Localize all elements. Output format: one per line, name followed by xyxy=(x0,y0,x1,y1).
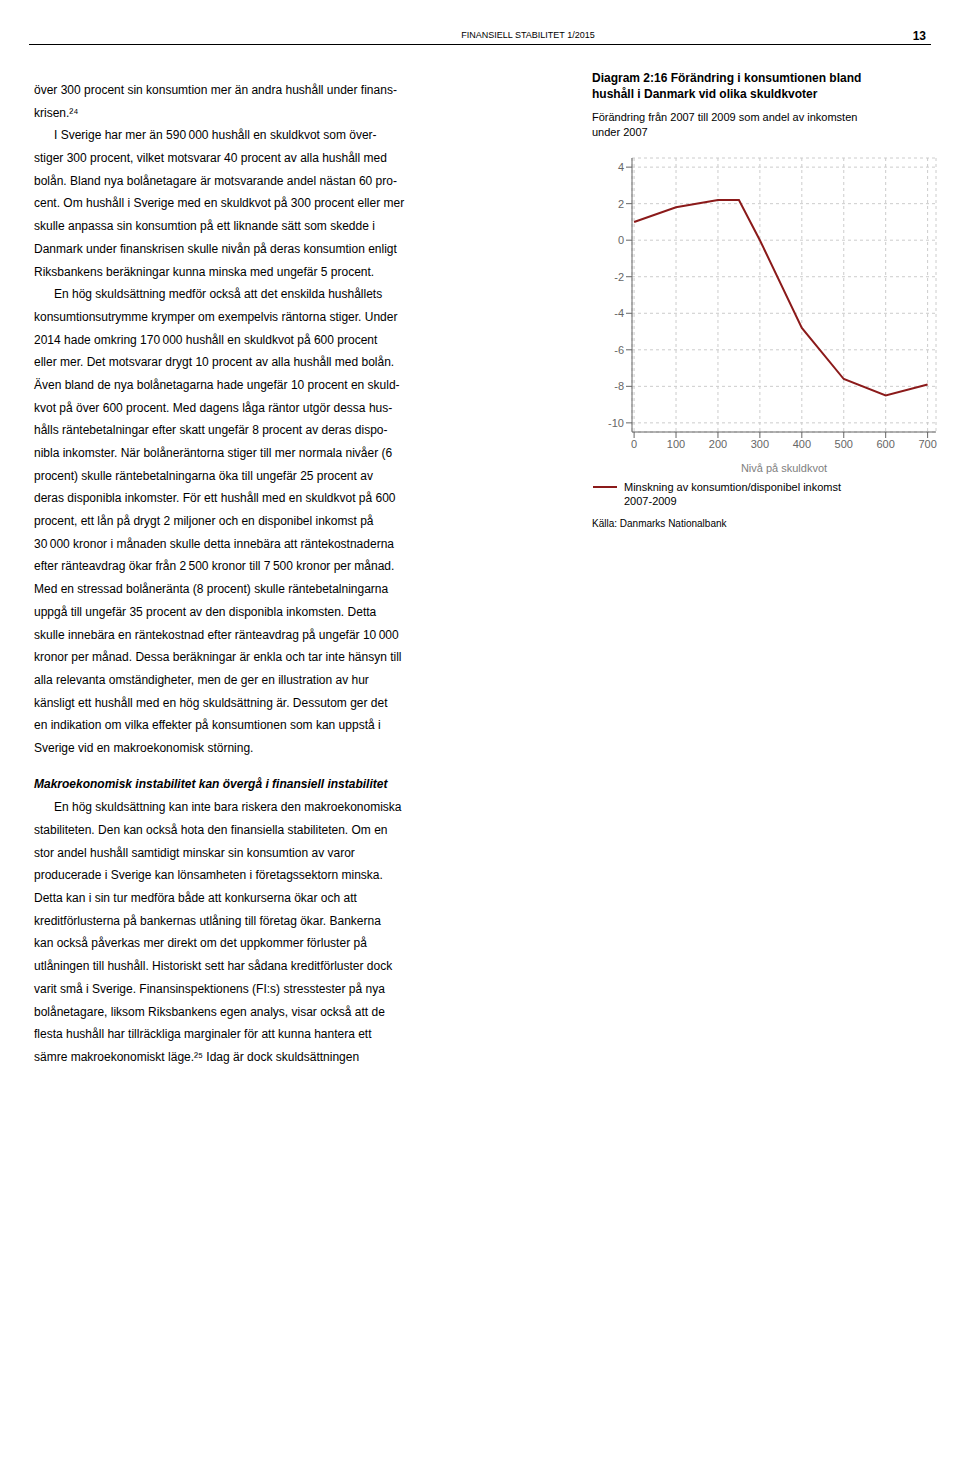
svg-text:600: 600 xyxy=(877,438,895,450)
html-text:bolånetagare, liksom Riksbanke: bolånetagare, liksom Riksbankens egen an… xyxy=(34,1004,385,1019)
html-text:eller mer. Det motsvarar drygt: eller mer. Det motsvarar drygt 10 procen… xyxy=(34,355,395,370)
html-text:över 300 procent sin konsumtio: över 300 procent sin konsumtion mer än a… xyxy=(34,83,397,97)
html-text:En hög skuldsättning medför oc: En hög skuldsättning medför också att de… xyxy=(34,287,383,302)
svg-text:500: 500 xyxy=(835,438,853,450)
svg-text:-10: -10 xyxy=(608,417,624,429)
svg-text:400: 400 xyxy=(793,438,811,450)
html-text:varit små i Sverige. Finansins: varit små i Sverige. Finansinspektionens… xyxy=(34,981,385,996)
svg-text:Nivå på skuldkvot: Nivå på skuldkvot xyxy=(741,462,827,474)
svg-text:-8: -8 xyxy=(614,380,624,392)
html-text:alla relevanta omständigheter,: alla relevanta omständigheter, men de ge… xyxy=(34,672,369,687)
html-text:stor andel hushåll samtidigt m: stor andel hushåll samtidigt minskar sin… xyxy=(34,845,355,860)
html-text:Sverige vid en makroekonomisk: Sverige vid en makroekonomisk störning. xyxy=(34,740,254,755)
svg-text:300: 300 xyxy=(751,438,769,450)
html-text:Minskning av konsumtion/dispon: Minskning av konsumtion/disponibel inkom… xyxy=(624,481,842,507)
html-text:procent, ett lån på drygt 2 mi: procent, ett lån på drygt 2 miljoner och… xyxy=(34,514,374,529)
html-text:en indikation om vilka effekte: en indikation om vilka effekter på konsu… xyxy=(34,718,381,733)
html-text:deras disponibla inkomster. Fö: deras disponibla inkomster. För ett hush… xyxy=(34,491,396,506)
html-text:Riksbankens beräkningar kunna: Riksbankens beräkningar kunna minska med… xyxy=(34,264,375,279)
html-text:Källa: Danmarks Nationalbank: Källa: Danmarks Nationalbank xyxy=(592,518,727,529)
html-text:cent. Om hushåll i Sverige med: cent. Om hushåll i Sverige med en skuldk… xyxy=(34,196,405,211)
html-text:känsligt ett hushåll med en hö: känsligt ett hushåll med en hög skuldsät… xyxy=(34,695,388,710)
svg-text:2: 2 xyxy=(618,198,624,210)
html-text:kronor per månad. Dessa beräkn: kronor per månad. Dessa beräkningar är e… xyxy=(34,650,402,665)
svg-text:0: 0 xyxy=(618,234,624,246)
html-text:skulle anpassa sin konsumtion: skulle anpassa sin konsumtion på ett lik… xyxy=(34,219,375,234)
html-text:I Sverige har mer än 590 000 h: I Sverige har mer än 590 000 hushåll en … xyxy=(34,128,377,143)
html-text:uppgå till ungefär 35 procent: uppgå till ungefär 35 procent av den dis… xyxy=(34,604,377,619)
html-text:En hög skuldsättning kan inte: En hög skuldsättning kan inte bara riske… xyxy=(34,800,402,815)
svg-text:-4: -4 xyxy=(614,307,624,319)
html-text:kan också påverkas mer direkt: kan också påverkas mer direkt om det upp… xyxy=(34,936,367,951)
html-text:producerade i Sverige kan löns: producerade i Sverige kan lönsamheten i … xyxy=(34,868,383,883)
html-text:konsumtionsutrymme krymper om: konsumtionsutrymme krymper om exempelvis… xyxy=(34,309,398,324)
html-text:Detta kan i sin tur medföra bå: Detta kan i sin tur medföra både att kon… xyxy=(34,891,357,906)
svg-text:4: 4 xyxy=(618,161,624,173)
svg-text:-2: -2 xyxy=(614,271,624,283)
html-text:Makroekonomisk instabilitet ka: Makroekonomisk instabilitet kan övergå i… xyxy=(34,776,388,791)
svg-text:200: 200 xyxy=(709,438,727,450)
html-text:Även bland de nya bolånetagarn: Även bland de nya bolånetagarna hade ung… xyxy=(34,377,400,392)
html-text:efter ränteavdrag ökar från 2: efter ränteavdrag ökar från 2 500 kronor… xyxy=(34,559,395,574)
html-text:procent) skulle räntebetalning: procent) skulle räntebetalningarna öka t… xyxy=(34,468,373,483)
html-text:stabiliteten. Den kan också ho: stabiliteten. Den kan också hota den fin… xyxy=(34,823,388,837)
html-text:kvot på över 600 procent. Med: kvot på över 600 procent. Med dagens låg… xyxy=(34,400,393,415)
html-text:utlåningen till hushåll. Histo: utlåningen till hushåll. Historiskt sett… xyxy=(34,959,393,974)
html-text:nibla inkomster. När bolånerän: nibla inkomster. När bolåneräntorna stig… xyxy=(34,446,393,460)
svg-text:700: 700 xyxy=(918,438,936,450)
html-text:kreditförlusterna på bankernas: kreditförlusterna på bankernas utlåning … xyxy=(34,913,381,928)
html-text:Danmark under finanskrisen sku: Danmark under finanskrisen skulle nivån … xyxy=(34,241,397,256)
html-text:2014 hade omkring 170 000 hush: 2014 hade omkring 170 000 hushåll en sku… xyxy=(34,332,378,347)
html-text:sämre makroekonomiskt läge.²⁵: sämre makroekonomiskt läge.²⁵ Idag är do… xyxy=(34,1049,360,1064)
svg-text:100: 100 xyxy=(667,438,685,450)
svg-text:0: 0 xyxy=(631,438,637,450)
html-text:flesta hushåll har tillräcklig: flesta hushåll har tillräckliga marginal… xyxy=(34,1027,372,1042)
html-text:FINANSIELL STABILITET 1/2015: FINANSIELL STABILITET 1/2015 xyxy=(461,30,595,40)
html-text:30 000 kronor i månaden skulle: 30 000 kronor i månaden skulle detta inn… xyxy=(34,536,394,551)
html-text:skulle innebära en räntekostna: skulle innebära en räntekostnad efter rä… xyxy=(34,627,399,642)
html-text:Förändring från 2007 till 2009: Förändring från 2007 till 2009 som andel… xyxy=(592,111,858,138)
html-text:Diagram 2:16 Förändring i kons: Diagram 2:16 Förändring i konsumtionen b… xyxy=(592,71,862,101)
html-text:stiger 300 procent, vilket mot: stiger 300 procent, vilket motsvarar 40 … xyxy=(34,151,387,166)
html-text:krisen.²⁴: krisen.²⁴ xyxy=(34,105,79,120)
html-text:bolån. Bland nya bolånetagare: bolån. Bland nya bolånetagare är motsvar… xyxy=(34,173,397,188)
html-text:13: 13 xyxy=(912,29,926,43)
html-text:hålls räntebetalningar efter s: hålls räntebetalningar efter skatt ungef… xyxy=(34,423,388,438)
html-text:Med en stressad bolåneränta (8: Med en stressad bolåneränta (8 procent) … xyxy=(34,582,389,597)
svg-text:-6: -6 xyxy=(614,344,624,356)
